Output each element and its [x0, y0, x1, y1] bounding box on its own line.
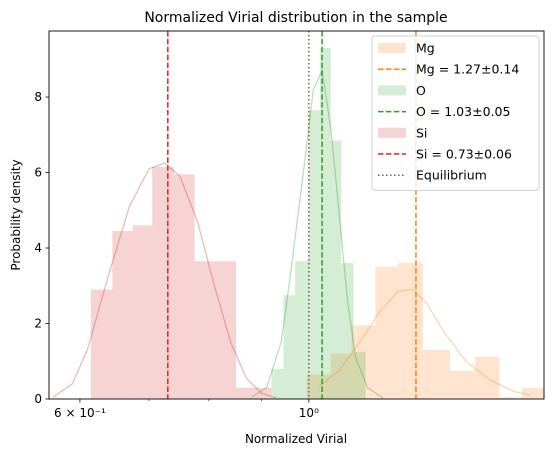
- y-tick-label: 2: [34, 317, 42, 331]
- hist-bar-si-1: [112, 231, 132, 399]
- x-tick-label: 10⁰: [299, 406, 319, 420]
- chart-title: Normalized Virial distribution in the sa…: [144, 10, 447, 26]
- hist-bar-si-2: [133, 225, 152, 399]
- x-axis-label: Normalized Virial: [245, 432, 347, 446]
- legend-mean-si-label: Si = 0.73±0.06: [416, 147, 512, 162]
- legend-mean-mg-label: Mg = 1.27±0.14: [416, 62, 519, 77]
- hist-bar-o-3: [309, 110, 320, 399]
- hist-bar-o-2: [295, 261, 309, 399]
- hist-bar-si-4: [174, 174, 195, 399]
- y-axis-ticks: 0 2 4 6 8: [34, 90, 49, 406]
- hist-bar-mg-3: [375, 267, 398, 399]
- y-tick-label: 6: [34, 166, 42, 180]
- y-axis-label: Probability density: [9, 159, 23, 270]
- hist-bar-si-0: [91, 290, 112, 399]
- hist-bar-si-3: [152, 167, 174, 399]
- legend-hist-si-label: Si: [416, 125, 427, 140]
- hist-bar-mg-5: [423, 350, 450, 399]
- legend: Mg Mg = 1.27±0.14 O O = 1.03±0.05 Si Si = 0.7…: [372, 36, 539, 190]
- y-tick-label: 8: [34, 90, 42, 104]
- legend-hist-mg-label: Mg: [416, 41, 435, 56]
- hist-bar-mg-9: [522, 388, 544, 399]
- legend-hist-si-swatch: [378, 128, 406, 138]
- hist-bar-mg-6: [450, 371, 475, 399]
- hist-bar-o-0: [271, 369, 283, 399]
- legend-hist-o-swatch: [378, 85, 406, 95]
- legend-hist-mg-swatch: [378, 43, 406, 53]
- hist-bar-si-7: [236, 388, 254, 399]
- legend-hist-o-label: O: [416, 83, 426, 98]
- y-tick-label: 0: [34, 392, 42, 406]
- x-tick-label: 6 × 10⁻¹: [54, 406, 106, 420]
- hist-bar-si-5: [195, 261, 215, 399]
- legend-mean-o-label: O = 1.03±0.05: [416, 104, 510, 119]
- hist-bar-mg-4: [398, 263, 423, 399]
- hist-bar-o-7: [354, 352, 366, 399]
- hist-bar-si-6: [214, 261, 236, 399]
- x-axis-ticks: 6 × 10⁻¹ 10⁰: [54, 399, 319, 420]
- legend-equilibrium-label: Equilibrium: [416, 168, 487, 183]
- y-tick-label: 4: [34, 241, 42, 255]
